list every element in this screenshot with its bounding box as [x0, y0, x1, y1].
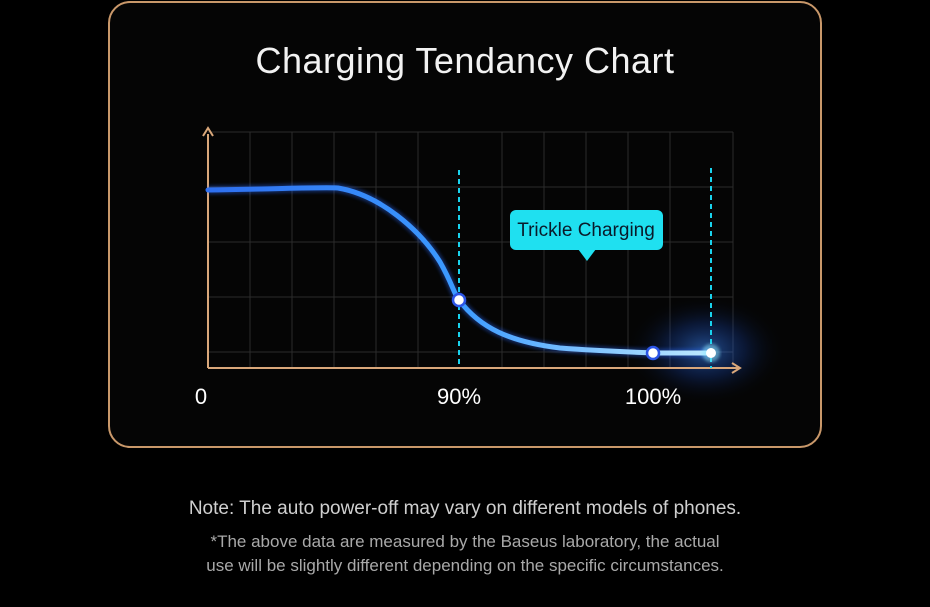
- marker-end: [706, 348, 716, 358]
- y-axis-arrow: [202, 126, 214, 137]
- marker-100: [645, 345, 661, 361]
- badge-label: Trickle Charging: [517, 220, 655, 241]
- x-tick-100: 100%: [625, 384, 681, 409]
- trickle-badge: Trickle Charging: [510, 210, 663, 261]
- axes: [202, 126, 742, 374]
- chart-title: Charging Tendancy Chart: [255, 40, 675, 81]
- marker-90: [451, 292, 467, 308]
- footer-disclaimer-line2: use will be slightly different depending…: [206, 556, 724, 575]
- footer-note: Note: The auto power-off may vary on dif…: [188, 498, 742, 519]
- x-tick-0: 0: [195, 384, 207, 409]
- x-axis-arrow: [731, 362, 742, 374]
- footer-disclaimer-line1: *The above data are measured by the Base…: [210, 532, 720, 551]
- x-tick-90: 90%: [437, 384, 481, 409]
